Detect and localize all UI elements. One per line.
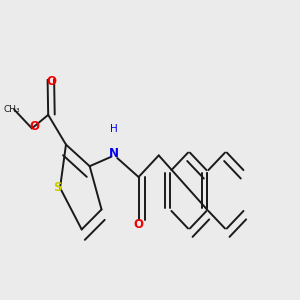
- Text: O: O: [134, 218, 144, 231]
- Text: CH₃: CH₃: [3, 105, 20, 114]
- Text: O: O: [30, 120, 40, 133]
- Text: H: H: [110, 124, 118, 134]
- Text: O: O: [46, 75, 56, 88]
- Text: N: N: [109, 147, 119, 160]
- Text: S: S: [53, 181, 61, 194]
